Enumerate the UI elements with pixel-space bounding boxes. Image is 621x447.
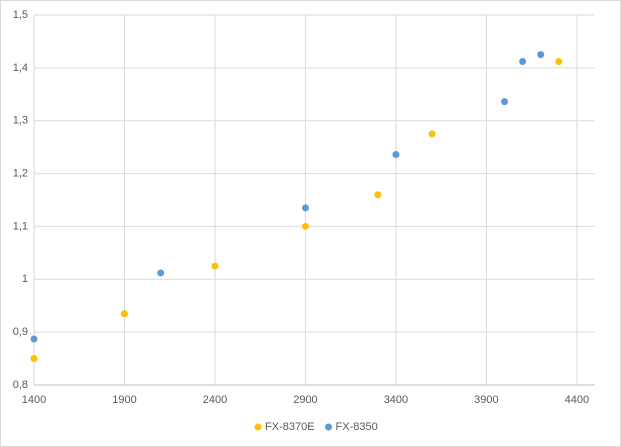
point [428,130,436,138]
x-tick-label: 3400 [384,394,408,406]
point [501,98,509,106]
point [157,269,165,277]
point [392,151,400,159]
point [555,58,563,66]
y-tick-label: 0,8 [13,379,28,391]
legend-label: FX-8370E [265,421,315,433]
y-tick-label: 1,1 [13,220,28,232]
point [301,222,309,230]
point [301,204,309,212]
point [30,335,38,343]
point [120,310,128,318]
point [30,355,38,363]
x-tick-label: 4400 [565,394,589,406]
y-tick-label: 1,5 [13,9,28,21]
point [374,191,382,199]
legend-label: FX-8350 [336,421,378,433]
legend-marker [254,423,262,431]
x-tick-label: 2900 [293,394,317,406]
point [211,262,219,270]
y-tick-label: 0,9 [13,326,28,338]
y-tick-label: 1,2 [13,167,28,179]
point [537,51,545,59]
point [519,58,527,66]
y-tick-label: 1 [22,273,28,285]
y-tick-label: 1,4 [13,62,28,74]
legend-marker [325,423,333,431]
y-tick-label: 1,3 [13,115,28,127]
x-tick-label: 1900 [112,394,136,406]
x-tick-label: 3900 [474,394,498,406]
x-tick-label: 2400 [203,394,227,406]
x-tick-label: 1400 [22,394,46,406]
